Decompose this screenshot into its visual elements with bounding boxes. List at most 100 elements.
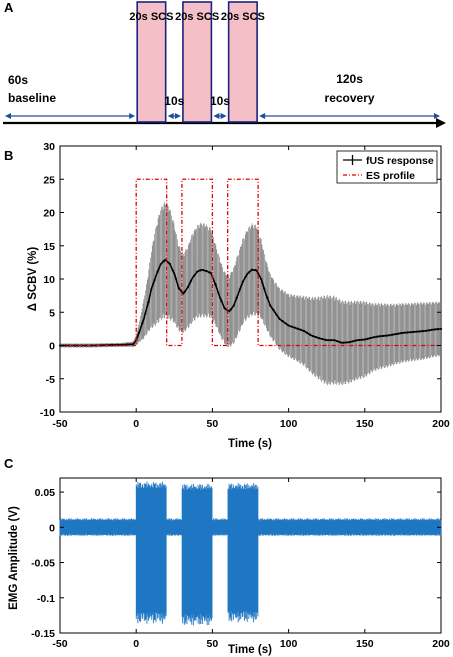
- fus-point: [196, 270, 199, 273]
- fus-point: [253, 269, 257, 272]
- fus-point: [235, 296, 238, 299]
- fus-point: [357, 338, 360, 342]
- fus-point: [336, 340, 339, 343]
- fus-point: [409, 331, 412, 334]
- gap-duration-2: 10s: [210, 94, 230, 108]
- fus-point: [281, 320, 284, 323]
- legend: fUS response ES profile: [336, 150, 438, 184]
- fus-point: [272, 308, 275, 312]
- fus-point: [317, 337, 321, 340]
- fus-point: [360, 338, 363, 341]
- fus-point: [208, 271, 211, 274]
- fus-point: [278, 317, 281, 320]
- fus-point: [327, 339, 330, 342]
- fus-point: [433, 328, 437, 331]
- fus-point: [217, 292, 220, 295]
- fus-point: [193, 274, 196, 277]
- fus-point: [159, 263, 162, 266]
- fus-point: [150, 287, 153, 291]
- fus-point: [436, 328, 440, 331]
- x-tick-label-c: 100: [280, 638, 298, 650]
- fus-point: [345, 341, 348, 344]
- span-arrowhead-left-2: [167, 113, 174, 119]
- fus-point: [366, 337, 369, 340]
- fus-point: [333, 339, 336, 342]
- fus-point: [244, 275, 248, 278]
- fus-point: [311, 334, 315, 338]
- fus-point: [260, 277, 263, 281]
- fus-point: [156, 270, 159, 274]
- fus-point: [162, 260, 165, 263]
- x-tick-label-b: 200: [432, 418, 450, 430]
- x-tick-label-c: 200: [432, 638, 450, 650]
- fus-point: [202, 269, 205, 272]
- fus-point: [232, 304, 235, 307]
- stim-block-label-3: 20s SCS: [221, 11, 265, 23]
- fus-point: [305, 331, 308, 334]
- stim-block-1: [136, 1, 167, 123]
- fus-point: [275, 313, 278, 316]
- fus-point: [351, 340, 354, 343]
- span-arrowhead-left-4: [259, 113, 266, 119]
- fus-point: [138, 331, 141, 334]
- span-arrowhead-right-3: [220, 113, 227, 119]
- fus-point: [403, 331, 406, 334]
- fus-point: [375, 335, 379, 338]
- y-tick-label-b: 5: [49, 307, 55, 319]
- y-tick-label-c: 0.05: [35, 487, 56, 499]
- y-tick-label-b: -5: [46, 374, 55, 386]
- y-tick-label-b: 0: [49, 341, 55, 353]
- y-tick-label-c: 0: [49, 522, 55, 534]
- fus-point: [229, 308, 232, 311]
- recovery-label: recovery: [325, 91, 375, 105]
- span-arrowhead-right-1: [129, 113, 136, 119]
- fus-point: [406, 331, 409, 334]
- y-tick-label-b: 30: [43, 141, 55, 153]
- x-tick-label-c: 150: [356, 638, 374, 650]
- fus-point: [354, 339, 357, 342]
- fus-point: [284, 322, 287, 325]
- fus-point: [220, 300, 223, 303]
- fus-point: [424, 329, 427, 332]
- fus-point: [324, 338, 327, 341]
- fus-point: [168, 262, 171, 265]
- fus-point: [302, 329, 305, 332]
- y-tick-label-b: 20: [43, 208, 55, 220]
- baseline-label: baseline: [8, 91, 56, 105]
- x-axis-title-c: Time (s): [228, 644, 272, 656]
- fus-point: [321, 337, 324, 341]
- fus-point: [250, 268, 254, 271]
- y-tick-label-c: -0.1: [37, 593, 55, 605]
- y-tick-label-b: 15: [43, 241, 55, 253]
- fus-point: [223, 307, 226, 310]
- fus-point: [153, 279, 156, 282]
- fus-point: [415, 330, 418, 333]
- fus-point: [269, 304, 272, 307]
- fus-point: [238, 288, 241, 291]
- fus-point: [388, 334, 391, 337]
- span-arrowhead-left-1: [5, 113, 11, 119]
- fus-point: [339, 341, 342, 344]
- gap-duration-1: 10s: [164, 94, 184, 108]
- x-tick-label-b: 50: [207, 418, 219, 430]
- fus-point: [427, 329, 430, 332]
- span-arrowhead-right-2: [174, 113, 181, 119]
- x-tick-label-c: 0: [133, 638, 139, 650]
- fus-point: [132, 343, 135, 346]
- panel-a-letter: A: [4, 0, 14, 15]
- fus-point: [342, 341, 345, 344]
- recovery-duration: 120s: [336, 72, 363, 86]
- fus-point: [241, 280, 244, 283]
- fus-point: [372, 336, 376, 339]
- x-tick-label-b: 100: [280, 418, 298, 430]
- stim-block-label-1: 20s SCS: [129, 11, 173, 23]
- fus-point: [299, 328, 302, 331]
- y-tick-label-c: -0.05: [31, 558, 55, 570]
- panel-c-letter: C: [4, 456, 14, 471]
- fus-point: [385, 334, 388, 337]
- span-arrowhead-left-3: [213, 113, 220, 119]
- fus-point: [421, 330, 424, 333]
